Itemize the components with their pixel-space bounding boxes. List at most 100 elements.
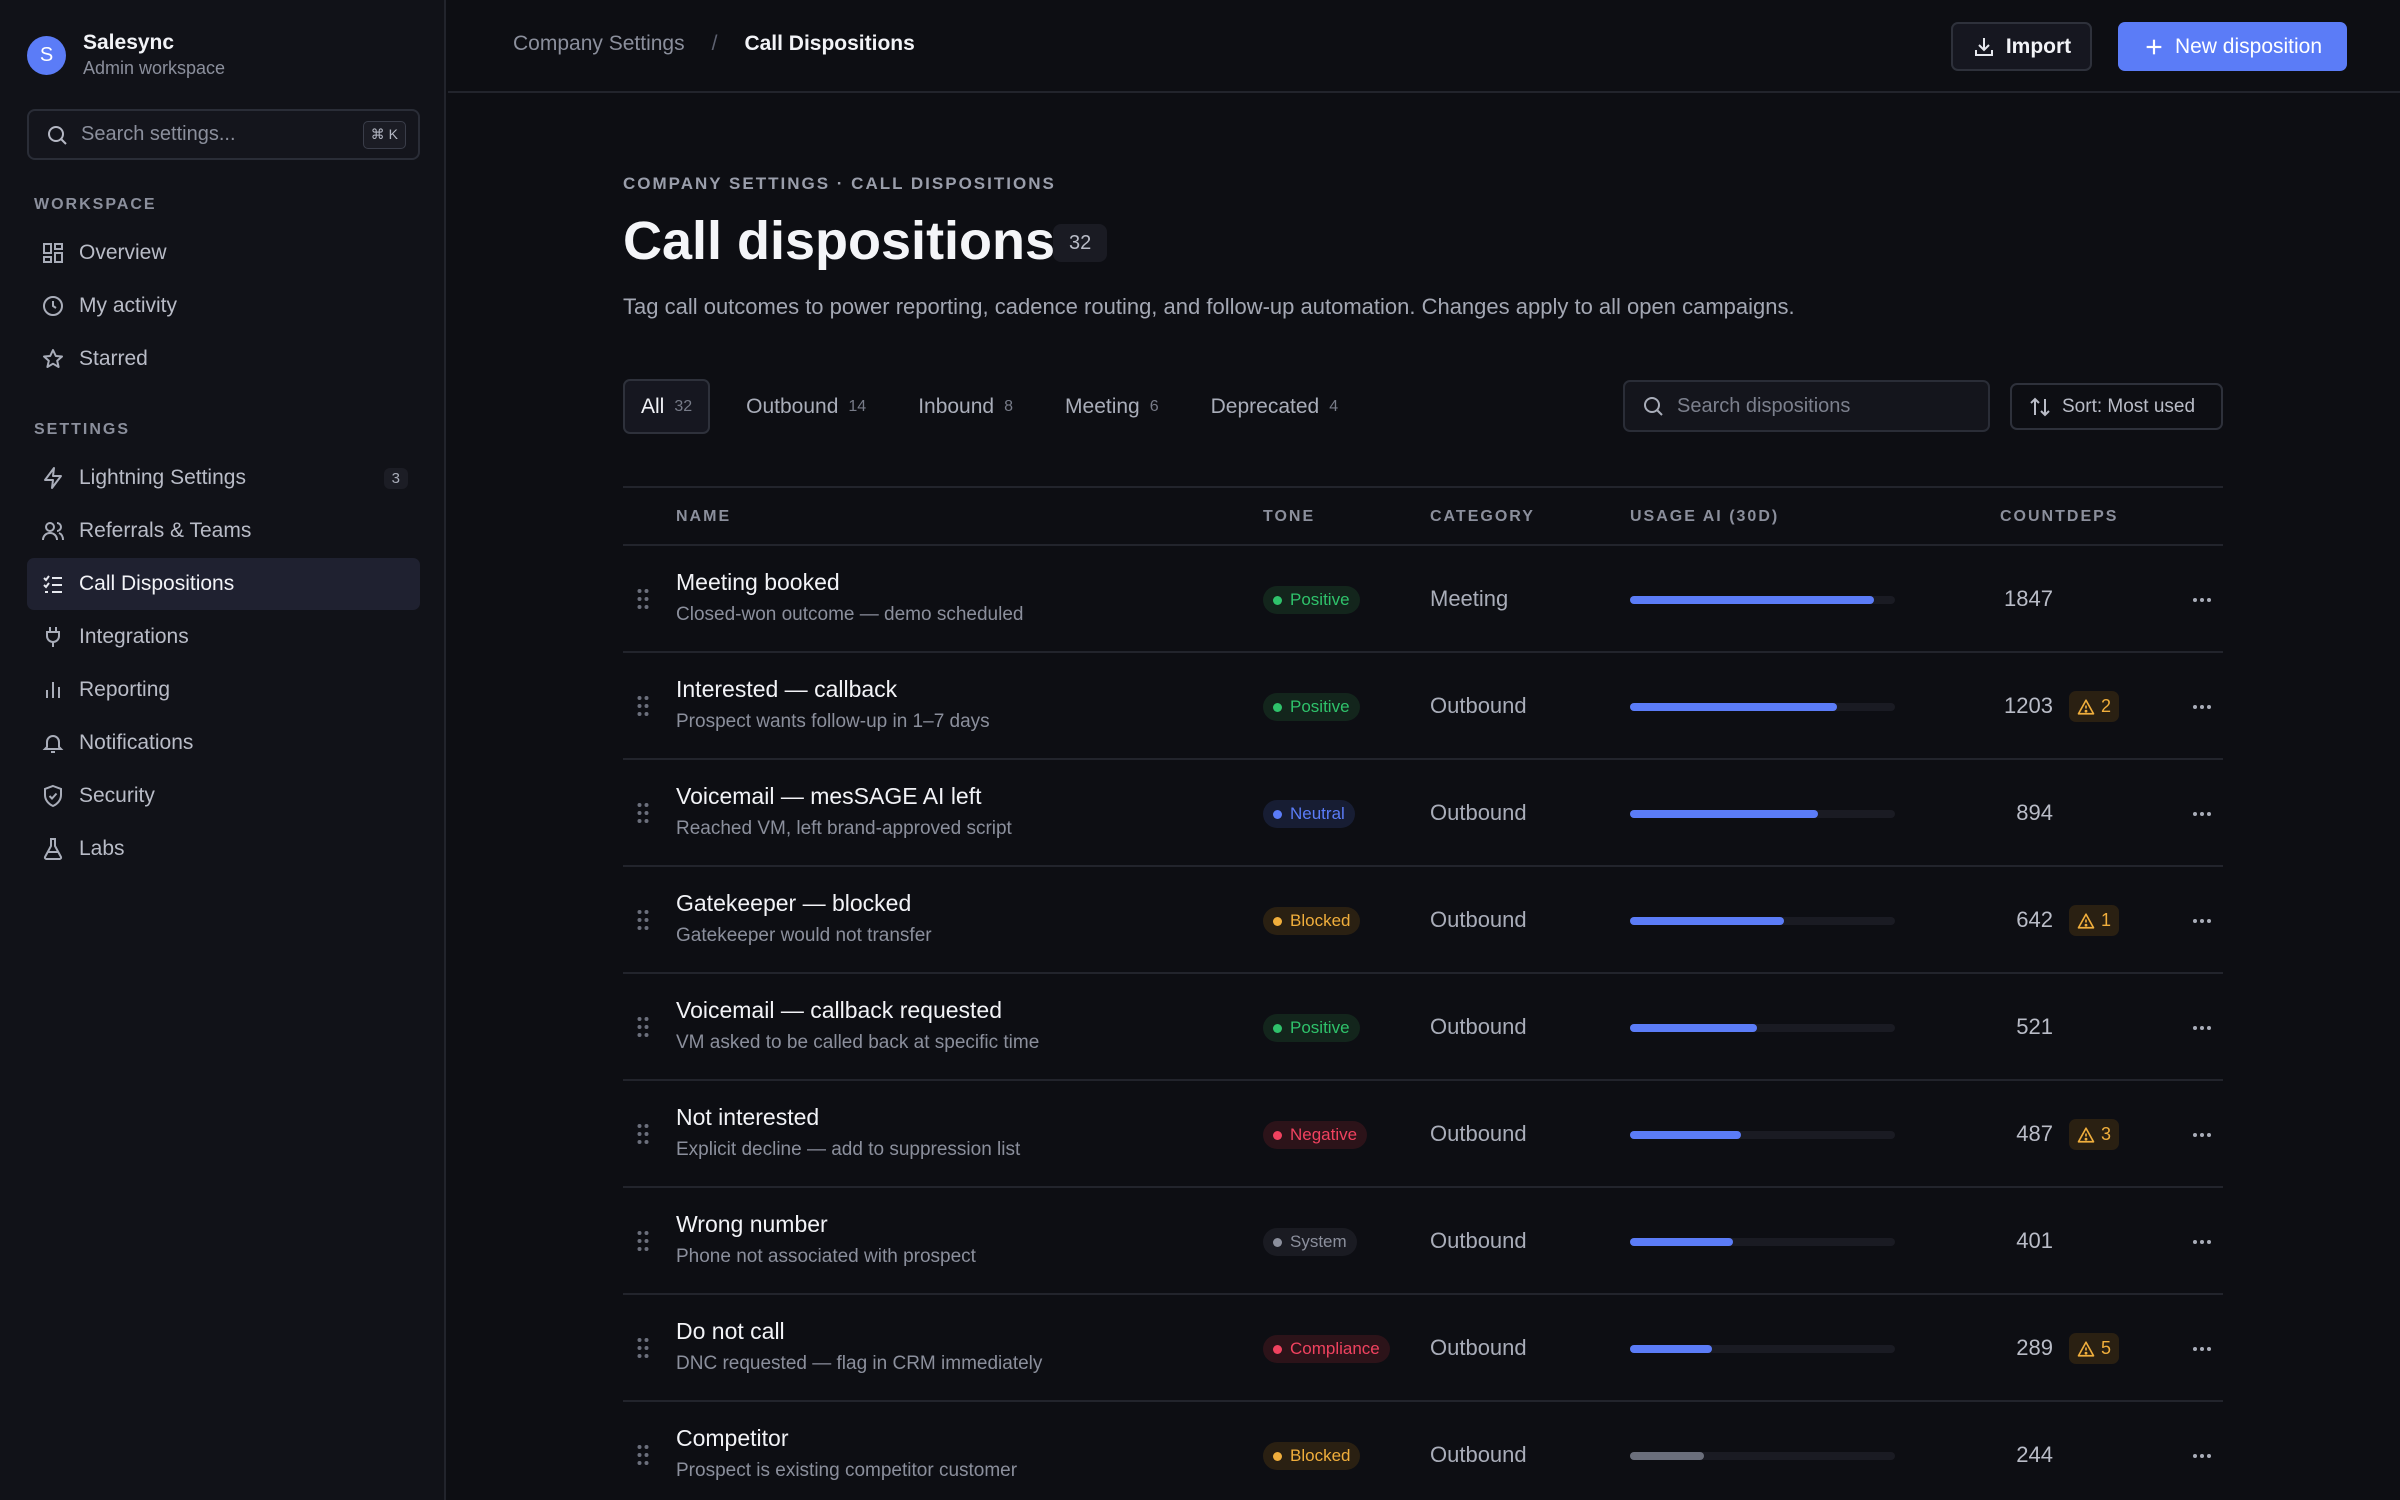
sidebar-item-security[interactable]: Security — [27, 770, 420, 822]
sidebar-item-notifications[interactable]: Notifications — [27, 717, 420, 769]
dependency-warning-badge[interactable]: 2 — [2069, 691, 2120, 722]
drag-handle-icon[interactable] — [636, 1230, 650, 1257]
dependency-warning-badge[interactable]: 5 — [2069, 1333, 2120, 1364]
tone-dot — [1273, 1344, 1282, 1354]
more-options-icon[interactable] — [2190, 588, 2214, 617]
dependency-warning-badge[interactable]: 1 — [2069, 905, 2120, 936]
shield-icon — [39, 782, 67, 810]
column-header-category[interactable]: CATEGORY — [1430, 508, 1535, 525]
count-cell: 894 — [2016, 800, 2053, 825]
tab-count: 4 — [1329, 397, 1339, 415]
section-label-settings: SETTINGS — [34, 421, 131, 438]
tone-label: Positive — [1290, 697, 1350, 716]
dispositions-search-input[interactable]: Search dispositions — [1623, 380, 1990, 432]
workspace-name: Salesync — [83, 31, 175, 54]
dependency-warning-badge[interactable]: 3 — [2069, 1119, 2120, 1150]
usage-bar-fill — [1630, 596, 1874, 604]
column-header-countdeps[interactable]: COUNTDEPS — [2000, 508, 2119, 525]
usage-bar-fill — [1630, 1345, 1713, 1353]
tab-count: 14 — [848, 397, 867, 415]
table-row[interactable]: Not interested Explicit decline — add to … — [623, 1081, 2223, 1188]
more-options-icon[interactable] — [2190, 1123, 2214, 1152]
import-button[interactable]: Import — [1951, 22, 2092, 71]
usage-bar — [1630, 703, 1895, 711]
sidebar-item-integrations[interactable]: Integrations — [27, 611, 420, 663]
disposition-description: DNC requested — flag in CRM immediately — [676, 1353, 1043, 1374]
drag-handle-icon[interactable] — [636, 588, 650, 615]
settings-search-input[interactable]: Search settings... ⌘ K — [27, 109, 420, 160]
tone-label: Positive — [1290, 1018, 1350, 1037]
tone-label: Positive — [1290, 590, 1350, 609]
table-row[interactable]: Voicemail — mesSAGE AI left Reached VM, l… — [623, 760, 2223, 867]
more-options-icon[interactable] — [2190, 1337, 2214, 1366]
plus-icon — [2146, 39, 2162, 54]
usage-bar — [1630, 1238, 1895, 1246]
drag-handle-icon[interactable] — [636, 1016, 650, 1043]
tab-inbound[interactable]: Inbound 8 — [902, 379, 1029, 434]
table-row[interactable]: Competitor Prospect is existing competito… — [623, 1402, 2223, 1500]
sidebar-item-my-activity[interactable]: My activity — [27, 280, 420, 332]
usage-bar — [1630, 917, 1895, 925]
sidebar-item-lightning-settings[interactable]: Lightning Settings 3 — [27, 452, 420, 504]
shortcut-hint: ⌘ K — [362, 120, 406, 149]
page-title: Call dispositions — [623, 211, 1056, 271]
drag-handle-icon[interactable] — [636, 1444, 650, 1471]
dispositions-table: NAME TONE CATEGORY USAGE AI (30D) COUNTD… — [623, 486, 2223, 1500]
count-cell: 289 — [2016, 1335, 2053, 1360]
more-options-icon[interactable] — [2190, 802, 2214, 831]
table-row[interactable]: Voicemail — callback requested VM asked t… — [623, 974, 2223, 1081]
sidebar-item-call-dispositions[interactable]: Call Dispositions — [27, 558, 420, 610]
sort-button[interactable]: Sort: Most used — [2010, 383, 2223, 430]
tab-meeting[interactable]: Meeting 6 — [1049, 379, 1175, 434]
tab-outbound[interactable]: Outbound 14 — [730, 379, 882, 434]
drag-handle-icon[interactable] — [636, 695, 650, 722]
more-options-icon[interactable] — [2190, 1230, 2214, 1259]
more-options-icon[interactable] — [2190, 1016, 2214, 1045]
table-row[interactable]: Meeting booked Closed-won outcome — demo … — [623, 546, 2223, 653]
avatar: S — [27, 35, 66, 75]
column-header-name[interactable]: NAME — [676, 508, 732, 525]
usage-bar-fill — [1630, 1452, 1705, 1460]
star-icon — [39, 345, 67, 373]
more-options-icon[interactable] — [2190, 909, 2214, 938]
new-disposition-button[interactable]: New disposition — [2118, 22, 2347, 71]
tone-badge: Positive — [1263, 693, 1360, 721]
sort-icon — [2030, 397, 2050, 416]
disposition-name: Do not call — [676, 1318, 785, 1344]
sidebar-item-referrals-teams[interactable]: Referrals & Teams — [27, 505, 420, 557]
category-cell: Outbound — [1430, 693, 1527, 718]
column-header-usage[interactable]: USAGE AI (30D) — [1630, 508, 1780, 525]
sidebar-item-reporting[interactable]: Reporting — [27, 664, 420, 716]
sidebar: S Salesync Admin workspace Search settin… — [0, 0, 446, 1500]
checklist-icon — [39, 570, 67, 598]
column-header-tone[interactable]: TONE — [1263, 508, 1316, 525]
table-row[interactable]: Wrong number Phone not associated with pr… — [623, 1188, 2223, 1295]
workspace-subtitle: Admin workspace — [83, 58, 226, 78]
breadcrumb-company-settings[interactable]: Company Settings — [513, 32, 685, 55]
sidebar-item-label: Integrations — [79, 625, 189, 648]
warning-count: 2 — [2101, 696, 2112, 716]
breadcrumb-separator: / — [711, 32, 718, 55]
more-options-icon[interactable] — [2190, 695, 2214, 724]
disposition-description: Prospect is existing competitor customer — [676, 1460, 1018, 1481]
table-row[interactable]: Gatekeeper — blocked Gatekeeper would not… — [623, 867, 2223, 974]
drag-handle-icon[interactable] — [636, 802, 650, 829]
tab-all[interactable]: All 32 — [623, 379, 711, 434]
sidebar-item-overview[interactable]: Overview — [27, 227, 420, 279]
more-options-icon[interactable] — [2190, 1444, 2214, 1473]
workspace-switcher[interactable]: S Salesync Admin workspace — [27, 28, 225, 82]
table-row[interactable]: Interested — callback Prospect wants foll… — [623, 653, 2223, 760]
drag-handle-icon[interactable] — [636, 1123, 650, 1150]
clock-icon — [39, 292, 67, 320]
drag-handle-icon[interactable] — [636, 1337, 650, 1364]
sidebar-item-label: Starred — [79, 347, 148, 370]
sidebar-item-labs[interactable]: Labs — [27, 823, 420, 875]
search-icon — [48, 125, 67, 145]
tone-dot — [1273, 1130, 1282, 1140]
table-row[interactable]: Do not call DNC requested — flag in CRM i… — [623, 1295, 2223, 1402]
tab-deprecated[interactable]: Deprecated 4 — [1195, 379, 1354, 434]
grid-icon — [39, 239, 67, 267]
sidebar-item-starred[interactable]: Starred — [27, 333, 420, 385]
drag-handle-icon[interactable] — [636, 909, 650, 936]
count-cell: 244 — [2016, 1442, 2053, 1467]
